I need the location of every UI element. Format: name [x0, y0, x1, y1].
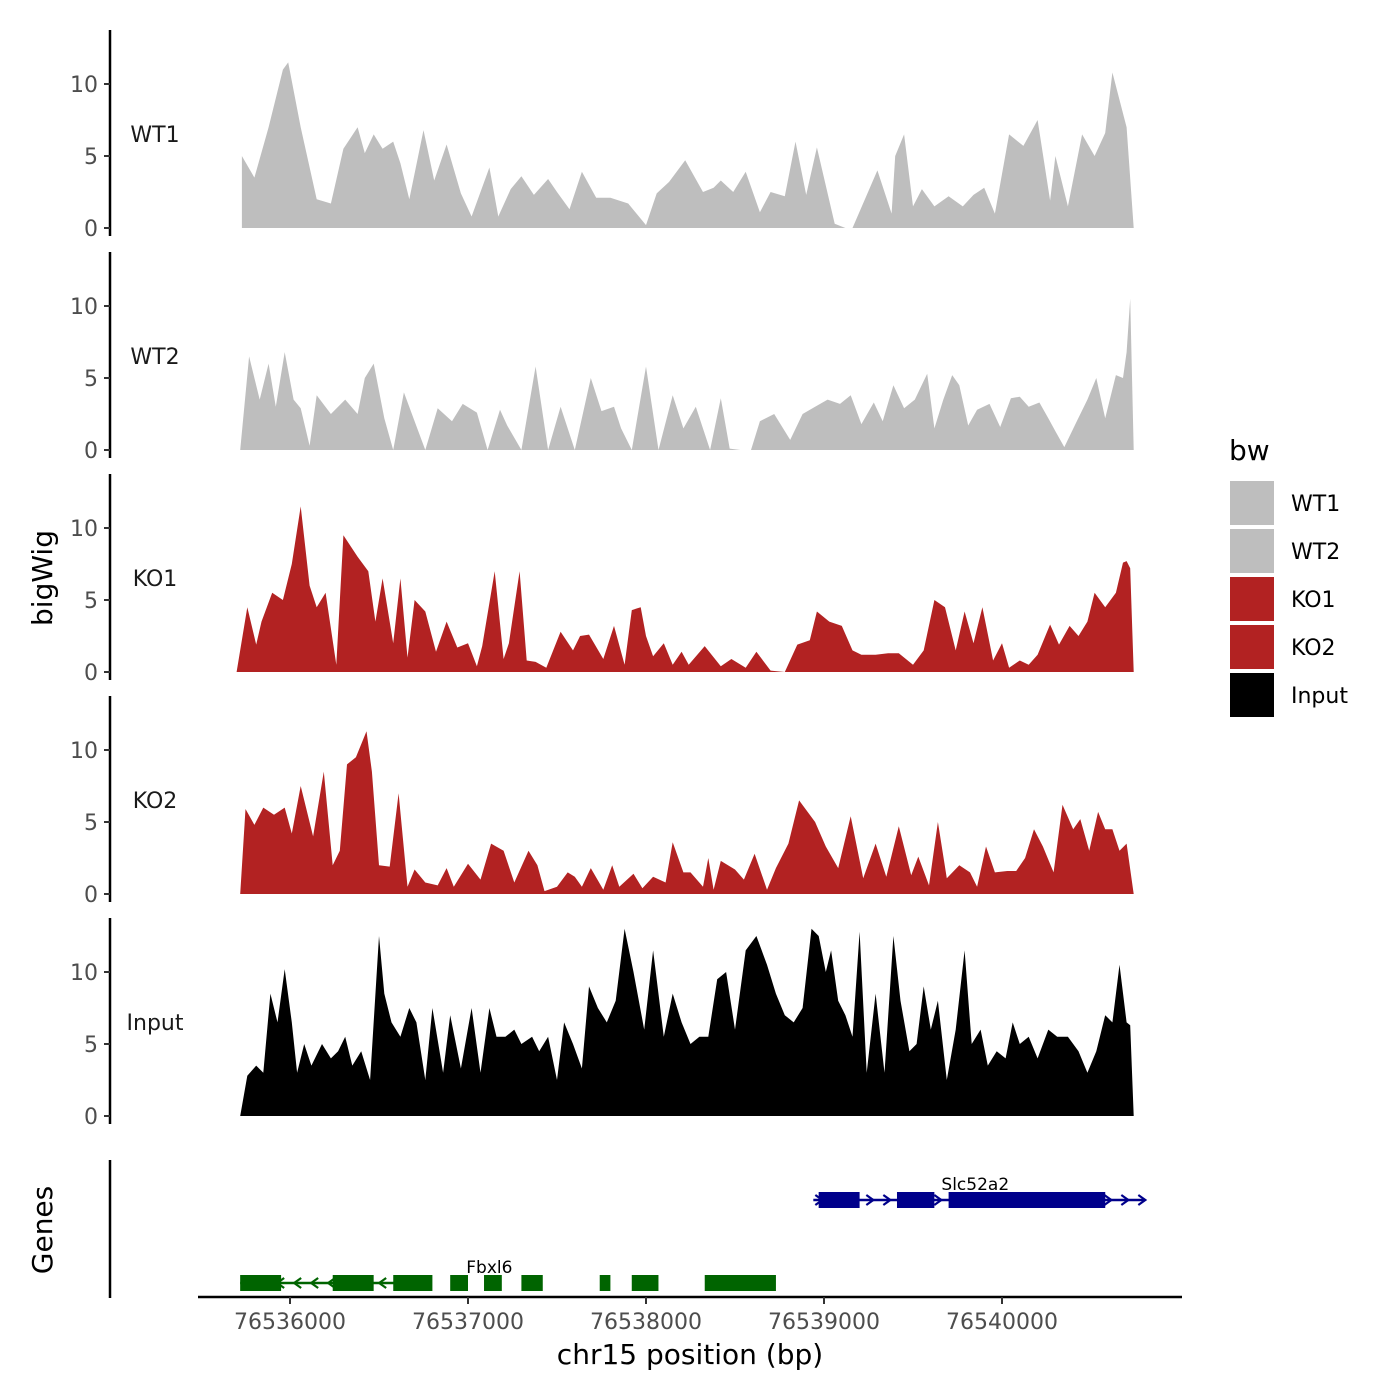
gene-exon	[818, 1192, 860, 1208]
legend-item-wt1: WT1	[1228, 479, 1340, 527]
legend-label: KO1	[1291, 588, 1336, 613]
legend-swatch	[1228, 575, 1276, 623]
y-tick-label: 0	[84, 883, 98, 908]
strand-arrow	[309, 1277, 319, 1289]
x-axis-title: chr15 position (bp)	[557, 1338, 823, 1371]
gene-exon	[948, 1192, 1106, 1208]
legend-swatch	[1228, 527, 1276, 575]
legend-swatch	[1228, 671, 1276, 719]
gene-exon	[521, 1275, 543, 1291]
strand-arrow	[882, 1194, 893, 1206]
y-axis-title: bigWig	[26, 530, 59, 626]
gene-label: Slc52a2	[941, 1175, 1009, 1195]
gene-exon	[332, 1275, 374, 1291]
gene-exon	[450, 1275, 468, 1291]
y-tick-label: 5	[84, 1033, 98, 1058]
signal-tracks: 0 5 10 WT1 0 5 10 WT2 0 5 10 KO1 0 5 10 KO2 0 5 10 Input	[70, 30, 1134, 1130]
y-tick-label: 10	[70, 961, 98, 986]
y-tick-label: 10	[70, 73, 98, 98]
legend-item-input: Input	[1228, 671, 1348, 719]
strand-arrow	[1103, 1194, 1114, 1206]
track-ko1: 0 5 10 KO1	[70, 474, 1134, 686]
legend-swatch	[1228, 623, 1276, 671]
strand-arrow	[1137, 1194, 1148, 1206]
legend: bw WT1 WT2 KO1 KO2 Input	[1228, 434, 1348, 719]
x-tick-label: 76538000	[590, 1310, 702, 1335]
y-tick-label: 0	[84, 217, 98, 242]
y-tick-label: 10	[70, 517, 98, 542]
x-tick-label: 76540000	[946, 1310, 1058, 1335]
track-label: KO2	[133, 789, 178, 814]
gene-slc52a2: Slc52a2	[813, 1175, 1148, 1208]
gene-exon	[484, 1275, 502, 1291]
strand-arrow	[865, 1194, 876, 1206]
legend-label: WT2	[1291, 540, 1340, 565]
legend-label: WT1	[1291, 492, 1340, 517]
y-tick-label: 0	[84, 1105, 98, 1130]
track-label: KO1	[133, 567, 178, 592]
gene-panel: Fbxl6 Slc52a2	[108, 1160, 1148, 1298]
legend-item-ko1: KO1	[1228, 575, 1336, 623]
track-wt1: 0 5 10 WT1	[70, 30, 1134, 242]
x-tick-label: 76536000	[234, 1310, 346, 1335]
strand-arrow	[292, 1277, 302, 1289]
track-label: Input	[127, 1011, 184, 1036]
x-axis: 76536000 76537000 76538000 76539000 76540000	[198, 1295, 1182, 1335]
gene-fbxl6: Fbxl6	[240, 1258, 776, 1291]
legend-item-wt2: WT2	[1228, 527, 1340, 575]
track-label: WT1	[130, 123, 179, 148]
legend-swatch	[1228, 479, 1276, 527]
y-tick-label: 0	[84, 661, 98, 686]
track-input: 0 5 10 Input	[70, 918, 1134, 1130]
gene-exon	[393, 1275, 433, 1291]
gene-label: Fbxl6	[466, 1258, 512, 1278]
signal-area-ko2	[240, 731, 1134, 894]
legend-label: Input	[1291, 684, 1348, 709]
gene-exon	[599, 1275, 611, 1291]
y-tick-label: 5	[84, 589, 98, 614]
strand-arrow	[933, 1194, 944, 1206]
gene-exon	[631, 1275, 659, 1291]
y-tick-label: 5	[84, 811, 98, 836]
strand-arrow	[377, 1277, 387, 1289]
gene-exon	[704, 1275, 776, 1291]
y-tick-label: 5	[84, 367, 98, 392]
legend-title: bw	[1229, 434, 1270, 467]
x-tick-label: 76537000	[412, 1310, 524, 1335]
legend-label: KO2	[1291, 636, 1336, 661]
y-tick-label: 5	[84, 145, 98, 170]
gene-exon	[240, 1275, 282, 1291]
strand-arrow	[1120, 1194, 1131, 1206]
signal-area-ko1	[236, 506, 1134, 672]
y-tick-label: 10	[70, 295, 98, 320]
y-tick-label: 0	[84, 439, 98, 464]
signal-area-input	[240, 928, 1134, 1116]
signal-area-wt1	[241, 62, 1134, 229]
legend-item-ko2: KO2	[1228, 623, 1336, 671]
signal-area-wt2	[240, 298, 1134, 450]
track-wt2: 0 5 10 WT2	[70, 252, 1134, 464]
gene-exon	[896, 1192, 935, 1208]
x-tick-label: 76539000	[768, 1310, 880, 1335]
track-label: WT2	[130, 345, 179, 370]
genes-axis-title: Genes	[26, 1186, 59, 1274]
y-tick-label: 10	[70, 739, 98, 764]
track-ko2: 0 5 10 KO2	[70, 696, 1134, 908]
